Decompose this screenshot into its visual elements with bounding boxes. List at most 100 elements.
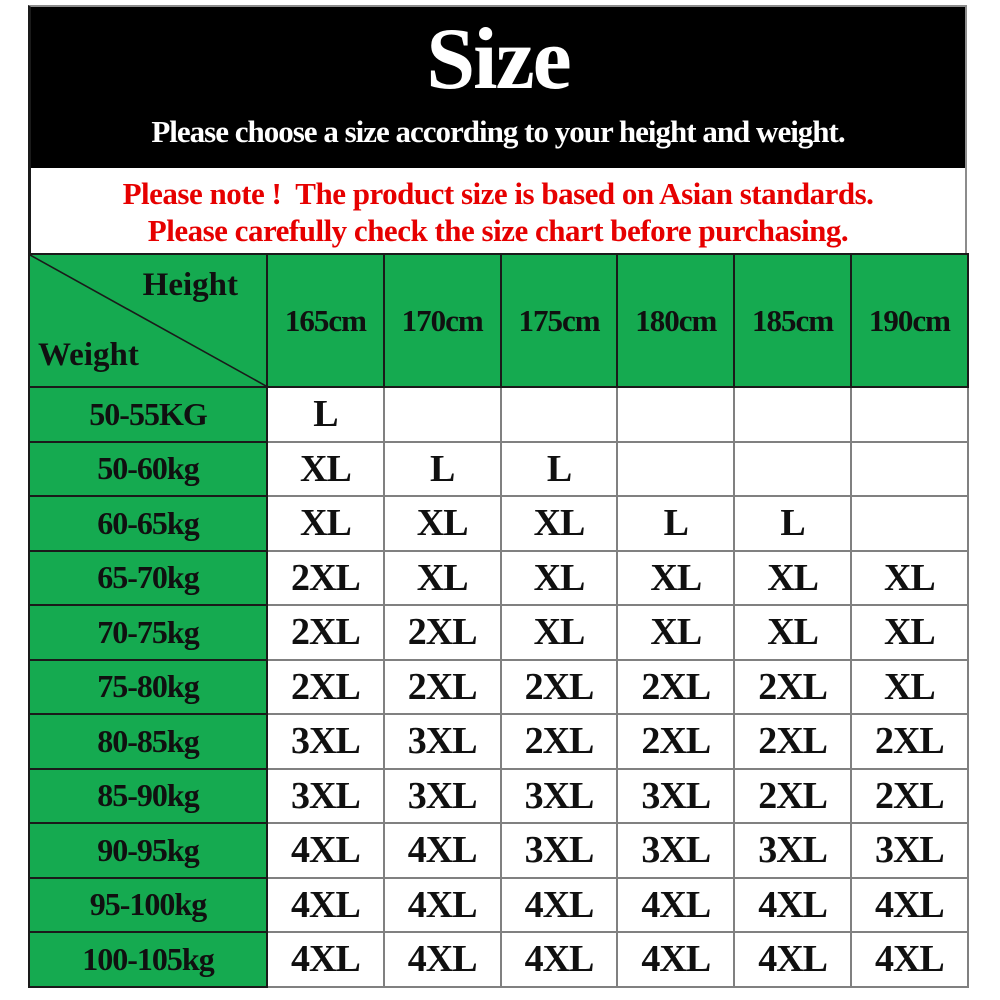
table-row: 95-100kg 4XL 4XL 4XL 4XL 4XL 4XL <box>28 876 969 933</box>
weight-row-header: 95-100kg <box>28 876 268 933</box>
height-column-header: 180cm <box>616 253 736 388</box>
size-cell: 2XL <box>499 658 619 715</box>
size-cell: XL <box>616 549 736 606</box>
table-row: 75-80kg 2XL 2XL 2XL 2XL 2XL XL <box>28 658 969 715</box>
table-row: 50-60kg XL L L <box>28 440 969 497</box>
size-cell: 2XL <box>382 604 502 661</box>
weight-row-header: 80-85kg <box>28 713 268 770</box>
size-cell: 3XL <box>849 822 969 879</box>
header-subtitle: Please choose a size according to your h… <box>151 114 845 149</box>
size-cell <box>733 440 852 497</box>
size-cell: 2XL <box>382 658 502 715</box>
size-cell: XL <box>616 604 736 661</box>
size-cell: 4XL <box>266 822 385 879</box>
height-column-header: 190cm <box>849 253 969 388</box>
size-cell: XL <box>849 549 969 606</box>
table-row: 60-65kg XL XL XL L L <box>28 495 969 552</box>
size-cell <box>616 440 736 497</box>
weight-row-header: 75-80kg <box>28 658 268 715</box>
size-cell: XL <box>733 604 852 661</box>
table-row: 90-95kg 4XL 4XL 3XL 3XL 3XL 3XL <box>28 822 969 879</box>
note-line-1: Please note ! The product size is based … <box>122 176 874 211</box>
size-cell: L <box>266 386 385 443</box>
size-cell: 2XL <box>733 658 852 715</box>
table-row: 70-75kg 2XL 2XL XL XL XL XL <box>28 604 969 661</box>
header-banner: Size Please choose a size according to y… <box>31 7 965 168</box>
size-cell: 3XL <box>499 767 619 824</box>
table-row: 65-70kg 2XL XL XL XL XL XL <box>28 549 969 606</box>
note-line-2: Please carefully check the size chart be… <box>147 213 849 248</box>
banner-area: Size Please choose a size according to y… <box>28 5 967 253</box>
size-cell <box>499 386 619 443</box>
size-cell: XL <box>266 440 385 497</box>
size-cell: 2XL <box>266 549 385 606</box>
size-cell: 3XL <box>266 767 385 824</box>
size-cell: 4XL <box>733 931 852 988</box>
table-row: 100-105kg 4XL 4XL 4XL 4XL 4XL 4XL <box>28 931 969 988</box>
diagonal-divider-line <box>30 255 266 386</box>
size-cell: XL <box>849 658 969 715</box>
size-cell: XL <box>733 549 852 606</box>
size-cell: 4XL <box>382 876 502 933</box>
size-cell: 4XL <box>849 931 969 988</box>
size-cell <box>616 386 736 443</box>
content-frame: Size Please choose a size according to y… <box>28 5 969 988</box>
corner-cell: Height Weight <box>28 253 268 388</box>
size-cell: 2XL <box>849 767 969 824</box>
weight-row-header: 60-65kg <box>28 495 268 552</box>
size-cell: XL <box>849 604 969 661</box>
size-cell: 3XL <box>733 822 852 879</box>
size-cell: 2XL <box>499 713 619 770</box>
size-cell: L <box>733 495 852 552</box>
table-row: 50-55KG L <box>28 386 969 443</box>
size-cell: XL <box>382 549 502 606</box>
size-cell: 2XL <box>266 604 385 661</box>
size-cell: 3XL <box>382 767 502 824</box>
height-column-header: 165cm <box>266 253 385 388</box>
size-cell: 2XL <box>616 658 736 715</box>
size-cell: 4XL <box>382 822 502 879</box>
size-cell: 4XL <box>266 931 385 988</box>
weight-row-header: 65-70kg <box>28 549 268 606</box>
size-cell: 3XL <box>616 767 736 824</box>
size-cell: XL <box>499 549 619 606</box>
size-cell: 4XL <box>849 876 969 933</box>
size-cell: 4XL <box>616 931 736 988</box>
weight-row-header: 90-95kg <box>28 822 268 879</box>
height-column-header: 175cm <box>499 253 619 388</box>
size-table: Height Weight 165cm 170cm 175cm 180cm 185cm 1… <box>28 253 969 988</box>
size-cell: L <box>382 440 502 497</box>
corner-label-weight: Weight <box>38 337 139 373</box>
size-cell: 4XL <box>616 876 736 933</box>
size-cell: 4XL <box>499 876 619 933</box>
page-title: Size <box>426 11 572 108</box>
size-cell: L <box>499 440 619 497</box>
corner-label-height: Height <box>142 267 238 303</box>
size-cell: 3XL <box>382 713 502 770</box>
table-row: 80-85kg 3XL 3XL 2XL 2XL 2XL 2XL <box>28 713 969 770</box>
weight-row-header: 85-90kg <box>28 767 268 824</box>
size-cell: 4XL <box>266 876 385 933</box>
weight-row-header: 100-105kg <box>28 931 268 988</box>
size-cell: 2XL <box>616 713 736 770</box>
height-column-header: 185cm <box>733 253 852 388</box>
size-cell: XL <box>499 604 619 661</box>
size-cell: XL <box>499 495 619 552</box>
table-row: 85-90kg 3XL 3XL 3XL 3XL 2XL 2XL <box>28 767 969 824</box>
weight-row-header: 70-75kg <box>28 604 268 661</box>
weight-row-header: 50-60kg <box>28 440 268 497</box>
size-cell: L <box>616 495 736 552</box>
size-cell: 4XL <box>382 931 502 988</box>
size-cell <box>849 386 969 443</box>
size-cell: 4XL <box>733 876 852 933</box>
size-cell: XL <box>266 495 385 552</box>
weight-row-header: 50-55KG <box>28 386 268 443</box>
size-cell: 2XL <box>266 658 385 715</box>
size-cell: 2XL <box>733 713 852 770</box>
size-cell: 3XL <box>266 713 385 770</box>
size-cell: 4XL <box>499 931 619 988</box>
size-cell <box>849 440 969 497</box>
size-cell <box>382 386 502 443</box>
size-cell: 3XL <box>499 822 619 879</box>
size-cell <box>733 386 852 443</box>
